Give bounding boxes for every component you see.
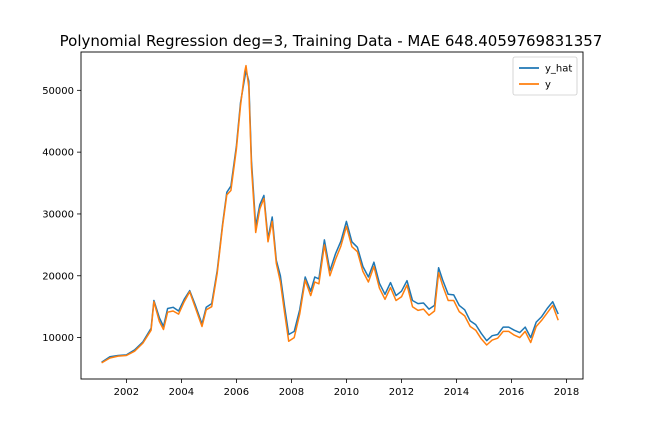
- y-tick-label: 40000: [42, 148, 74, 159]
- y-tick-label: 50000: [42, 86, 74, 97]
- x-tick-label: 2010: [334, 387, 359, 398]
- chart-title: Polynomial Regression deg=3, Training Da…: [60, 32, 603, 50]
- x-tick-label: 2002: [114, 387, 139, 398]
- legend-label: y: [545, 80, 551, 91]
- x-tick-label: 2012: [389, 387, 414, 398]
- legend-box: [512, 56, 578, 96]
- plot-frame: [80, 51, 584, 380]
- y-tick-label: 10000: [42, 333, 74, 344]
- y-axis: 10000 20000 30000 40000 50000: [42, 86, 81, 344]
- x-tick-label: 2008: [279, 387, 304, 398]
- plot-area: [81, 52, 583, 379]
- x-tick-label: 2018: [554, 387, 579, 398]
- x-tick-label: 2016: [499, 387, 524, 398]
- legend-label: y_hat: [545, 64, 572, 75]
- series-line-y: [101, 64, 559, 364]
- y-tick-label: 30000: [42, 209, 74, 220]
- x-axis: 2002 2004 2006 2008 2010 2012 2014 2016 2018: [114, 379, 579, 398]
- x-tick-label: 2014: [444, 387, 469, 398]
- y-tick-label: 20000: [42, 271, 74, 282]
- x-tick-label: 2006: [224, 387, 249, 398]
- x-tick-label: 2004: [169, 387, 194, 398]
- series-layer: [101, 64, 559, 364]
